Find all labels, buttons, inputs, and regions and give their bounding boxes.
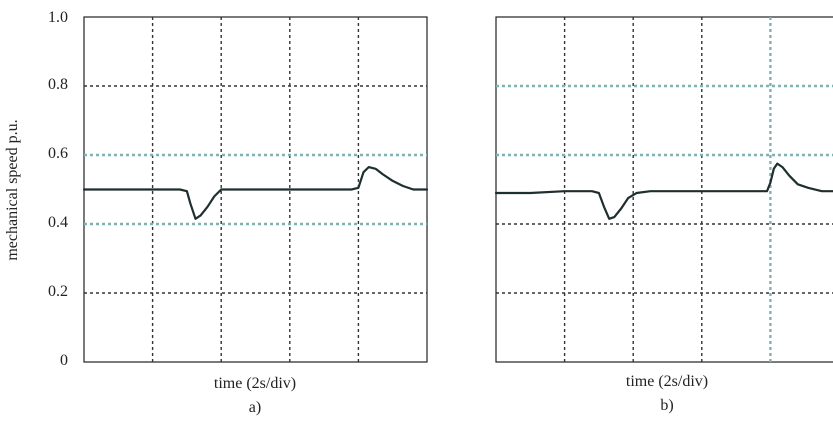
x-axis-label: time (2s/div) — [214, 375, 296, 392]
panel-b-reference-lines — [496, 17, 833, 362]
panel-b-frame — [495, 16, 833, 363]
y-tick-label: 0.4 — [48, 214, 68, 231]
panel-a-speed-curve — [82, 166, 429, 220]
panel-b-speed-curve — [494, 162, 833, 220]
panel-label: a) — [249, 399, 261, 416]
x-axis-label: time (2s/div) — [626, 373, 708, 390]
y-tick-label: 0.6 — [48, 145, 68, 162]
y-tick-label: 0.8 — [48, 76, 68, 93]
panel-a: 0 0.2 0.4 0.6 0.8 1.0 mechanical speed p… — [4, 9, 429, 416]
panel-b-grid — [496, 17, 833, 362]
y-axis-label: mechanical speed p.u. — [4, 119, 21, 260]
panel-label: b) — [660, 397, 673, 414]
y-tick-label: 0.2 — [48, 283, 68, 300]
panel-b: time (2s/div) b) — [494, 16, 833, 414]
y-tick-label: 1.0 — [48, 9, 68, 26]
panel-a-y-tick-labels: 0 0.2 0.4 0.6 0.8 1.0 — [48, 9, 68, 369]
y-tick-label: 0 — [60, 352, 68, 369]
